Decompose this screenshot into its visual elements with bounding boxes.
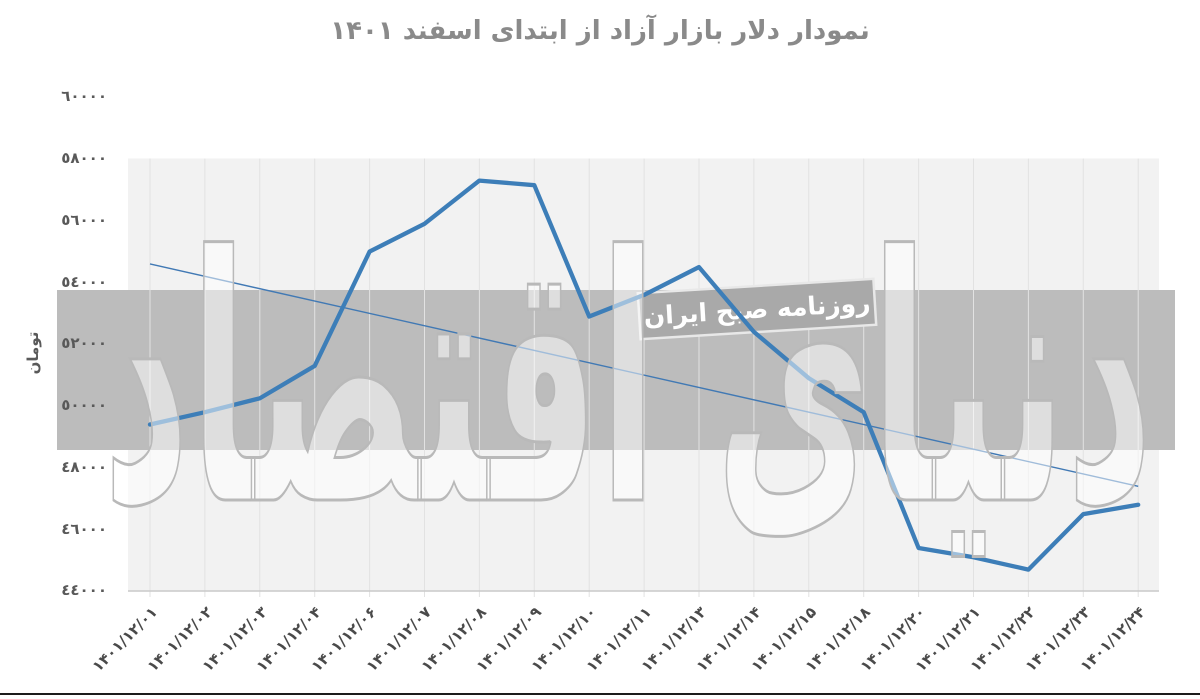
watermark-badge-background <box>636 277 878 341</box>
y-tick-label: ٥٤٠٠٠ <box>61 272 107 291</box>
y-tick-label: ٥٦٠٠٠ <box>61 210 107 229</box>
watermark-badge: روزنامه صبح ایران <box>636 277 878 341</box>
y-tick-label: ٤٨٠٠٠ <box>61 457 107 476</box>
price-line <box>147 178 1141 572</box>
y-tick-label: ٥٢٠٠٠ <box>61 334 107 353</box>
vertical-gridlines <box>149 158 1139 597</box>
bottom-border-line <box>0 693 1200 695</box>
y-tick-label: ٤٤٠٠٠ <box>61 581 107 600</box>
y-tick-label: ٥٨٠٠٠ <box>61 149 107 167</box>
y-tick-label: ٤٦٠٠٠ <box>61 519 107 538</box>
watermark-band <box>57 290 1175 450</box>
trend-line <box>149 263 1139 487</box>
y-axis-title: تومان <box>24 331 42 375</box>
watermark-logo-text: دنیای اقتصاد <box>103 185 1153 581</box>
chart-title: نمودار دلار بازار آزاد از ابتدای اسفند ۱… <box>330 16 870 46</box>
y-tick-label: ٥٠٠٠٠ <box>61 396 107 414</box>
y-tick-label: ٦٠٠٠٠ <box>61 87 107 106</box>
